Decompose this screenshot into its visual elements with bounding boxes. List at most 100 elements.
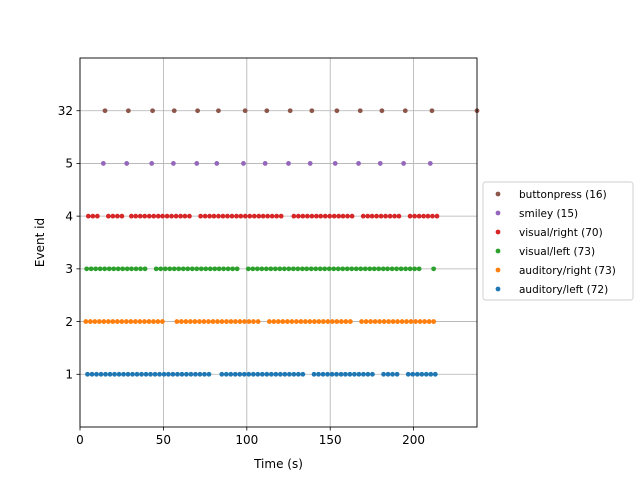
data-point [107, 371, 113, 377]
data-point [119, 319, 125, 324]
data-point [399, 319, 405, 324]
data-point [374, 213, 379, 219]
data-point [202, 371, 207, 377]
y-axis-label: Event id [33, 218, 47, 267]
data-point [182, 213, 188, 219]
data-point [419, 371, 425, 377]
legend-box [482, 181, 634, 301]
data-point [358, 266, 364, 272]
data-point [398, 266, 404, 272]
data-point [116, 371, 122, 377]
data-point [146, 319, 152, 324]
data-point [128, 213, 134, 219]
data-point [251, 319, 256, 324]
data-point [392, 213, 397, 219]
data-point [142, 266, 148, 272]
data-point [94, 371, 99, 377]
data-point [349, 266, 355, 272]
data-point [340, 213, 346, 219]
x-tick-label: 50 [156, 433, 171, 447]
data-point [130, 371, 135, 377]
data-point [105, 319, 111, 324]
data-point [194, 266, 200, 272]
series-smiley [100, 161, 433, 166]
data-point [336, 213, 342, 219]
legend-marker [495, 229, 501, 235]
legend: buttonpress (16) smiley (15) visual/right … [482, 181, 634, 301]
data-point [105, 213, 111, 219]
data-point [194, 161, 200, 166]
data-point [212, 266, 218, 272]
data-point [371, 266, 377, 272]
data-point [170, 371, 176, 377]
data-point [313, 213, 319, 219]
data-point [89, 371, 95, 377]
data-point [281, 266, 287, 272]
data-point [171, 266, 177, 272]
data-point [241, 161, 246, 166]
data-point [412, 213, 418, 219]
data-point [84, 266, 90, 272]
data-point [93, 266, 99, 272]
data-point [155, 319, 161, 324]
data-point [414, 371, 420, 377]
data-point [274, 213, 280, 219]
scatter-points [83, 108, 480, 377]
data-point [201, 319, 207, 324]
legend-item: auditory/left (72) [495, 284, 608, 296]
data-point [132, 319, 138, 324]
data-point [98, 371, 104, 377]
data-point [259, 371, 265, 377]
y-tick-label: 4 [65, 209, 73, 223]
data-point [299, 266, 305, 272]
data-point [286, 371, 292, 377]
data-point [169, 213, 174, 219]
data-point [327, 213, 333, 219]
data-point [189, 266, 195, 272]
data-point [344, 266, 350, 272]
data-point [379, 108, 385, 114]
data-point [356, 371, 362, 377]
data-point [219, 319, 225, 324]
data-point [171, 161, 176, 166]
data-point [359, 319, 364, 324]
data-point [309, 108, 315, 114]
y-tick-label: 3 [65, 262, 73, 276]
data-point [246, 371, 252, 377]
x-tick-label: 150 [319, 433, 342, 447]
series-auditory-left [85, 371, 438, 377]
data-point [216, 108, 221, 114]
data-point [179, 319, 184, 324]
data-point [164, 213, 170, 219]
data-point [405, 371, 411, 377]
data-point [223, 371, 229, 377]
data-point [331, 266, 337, 272]
data-point [403, 266, 409, 272]
data-point [322, 213, 328, 219]
data-point [129, 266, 134, 272]
data-point [225, 266, 231, 272]
data-point [233, 319, 238, 324]
data-point [106, 266, 112, 272]
data-point [372, 319, 378, 324]
data-point [133, 213, 139, 219]
data-point [241, 371, 247, 377]
data-point [229, 213, 235, 219]
data-point [114, 319, 120, 324]
legend-label: auditory/right (73) [519, 265, 616, 277]
data-point [329, 319, 335, 324]
data-point [362, 266, 368, 272]
data-point [255, 371, 261, 377]
data-point [221, 266, 227, 272]
data-point [325, 371, 330, 377]
data-point [192, 319, 198, 324]
data-point [338, 319, 344, 324]
data-point [380, 266, 386, 272]
data-point [115, 266, 121, 272]
data-point [143, 371, 149, 377]
data-point [334, 319, 340, 324]
data-point [160, 319, 165, 324]
data-point [96, 319, 102, 324]
data-point [340, 266, 346, 272]
data-point [376, 266, 382, 272]
